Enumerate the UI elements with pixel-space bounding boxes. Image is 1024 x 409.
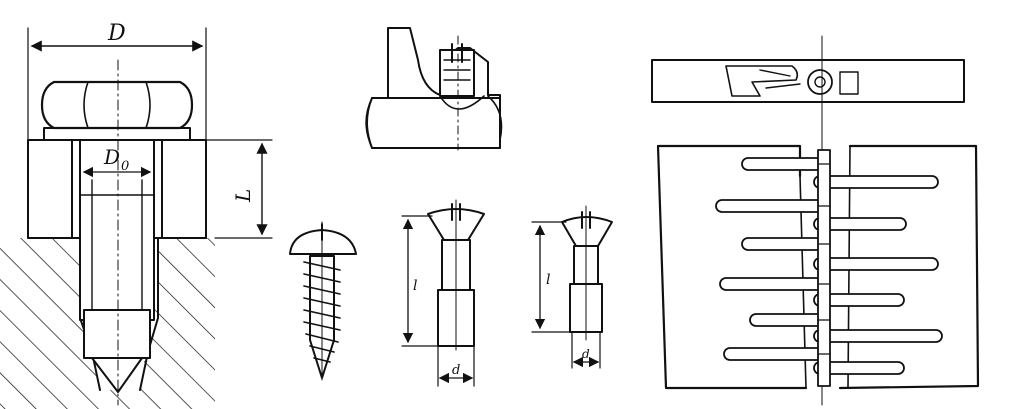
label-l-short: l — [546, 272, 550, 288]
wood-screw-panel — [289, 221, 357, 381]
countersunk-short-panel: l d — [531, 205, 613, 369]
hinge-pin-section — [807, 69, 833, 95]
set-screw-panel — [365, 27, 503, 151]
plate-right — [161, 139, 207, 239]
base-block — [0, 238, 215, 409]
label-L: L — [231, 189, 255, 203]
shaft — [366, 97, 501, 149]
screw-head — [439, 49, 475, 97]
label-d-long: d — [452, 363, 460, 378]
lacing-hooks-right — [813, 175, 943, 375]
belt-section — [651, 59, 965, 103]
bolt-point — [91, 357, 143, 393]
bolt-thread — [83, 309, 151, 359]
label-D: D — [107, 21, 126, 46]
label-d-short: d — [582, 347, 590, 361]
hex-head — [40, 80, 194, 130]
label-l-long: l — [413, 278, 417, 294]
hinge-pin — [817, 149, 831, 387]
label-D0-sub: 0 — [121, 159, 129, 174]
countersunk-long-panel: l d — [401, 199, 485, 387]
belt-end-right — [838, 144, 980, 390]
washer — [43, 127, 191, 141]
label-D0: D — [103, 145, 120, 169]
countersunk-head-small — [561, 216, 613, 247]
belt-lacing-panel — [651, 35, 980, 406]
plate-left — [27, 139, 73, 239]
hex-bolt-panel: D D 0 L — [0, 21, 273, 409]
lacing-hooks-left — [715, 157, 829, 361]
